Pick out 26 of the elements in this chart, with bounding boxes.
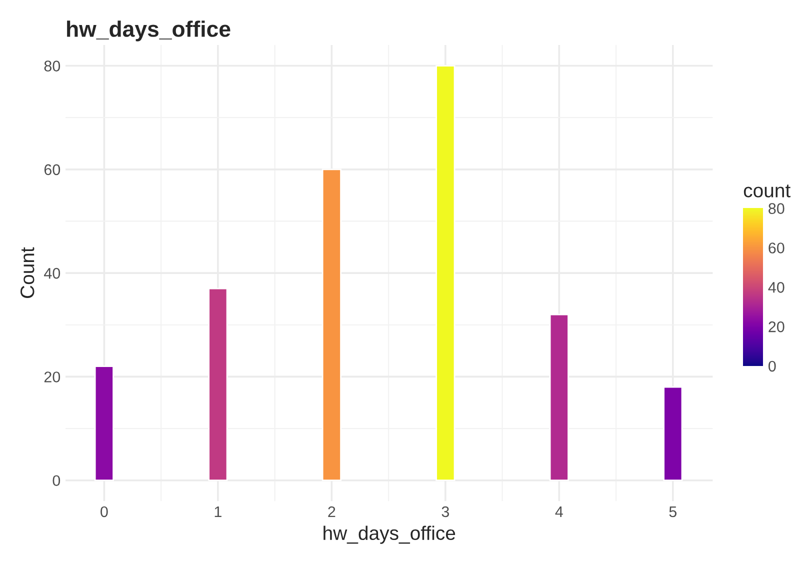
color-bar-label: 40 [768,282,784,293]
color-bar-title: count [744,184,790,198]
bar [208,288,228,482]
y-tick-label: 60 [44,164,60,176]
x-tick-label: 5 [669,506,677,518]
x-tick-label: 4 [555,506,563,518]
y-axis-title: Count [20,247,34,298]
bar [663,386,683,482]
y-tick-label: 0 [52,475,60,486]
x-tick-label: 2 [328,506,336,518]
x-tick-label: 1 [214,506,222,518]
y-tick-label: 20 [44,372,60,382]
chart-title: hw_days_office [67,20,230,42]
x-axis-title: hw_days_office [324,526,456,544]
y-tick-label: 80 [44,60,60,72]
color-bar-label: 0 [768,360,776,372]
x-tick-label: 0 [100,506,108,518]
color-bar-label: 60 [768,242,784,254]
y-tick-label: 40 [44,268,60,279]
color-bar-label: 20 [768,321,784,332]
bar [94,366,114,482]
bar [549,314,569,482]
color-bar-label: 80 [768,203,784,214]
x-tick-label: 3 [442,506,449,518]
bar [322,168,342,482]
bar [436,65,456,482]
